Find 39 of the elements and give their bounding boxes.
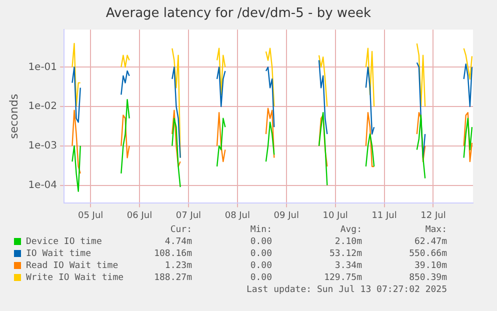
text: 3.34m (334, 260, 362, 272)
y-axis-title: seconds (7, 94, 20, 139)
text: Min: (250, 225, 272, 235)
x-tick-label: 09 Jul (274, 210, 299, 221)
y-tick-label: 1e-02 (28, 101, 58, 112)
y-tick-label: 1e-01 (28, 62, 58, 73)
y-tick-label: 1e-04 (28, 180, 58, 191)
text: 2.10m (334, 236, 362, 248)
x-tick-label: 11 Jul (372, 210, 397, 221)
x-tick-label: 08 Jul (224, 210, 250, 221)
text: Cur: (169, 224, 192, 236)
text: 1.23m (164, 261, 192, 271)
text: 0.00 (250, 261, 272, 271)
text: Max: (425, 225, 447, 235)
text: 62.47m (414, 237, 447, 247)
legend-label: IO Wait time (26, 248, 92, 260)
x-tick-label: 06 Jul (126, 210, 152, 221)
text: 0.00 (250, 273, 272, 283)
x-tick-label: 10 Jul (322, 210, 348, 221)
text: 0.00 (250, 237, 272, 247)
text: 4.74m (164, 236, 192, 248)
text: 39.10m (414, 261, 447, 271)
text: Last update: Sun Jul 13 07:27:02 2025 (246, 284, 447, 296)
text: 0.00 (250, 249, 272, 259)
legend-label: Write IO Wait time (26, 272, 124, 284)
text: 850.39m (409, 273, 447, 283)
legend-label: Device IO time (26, 236, 102, 248)
x-tick-label: 05 Jul (78, 210, 104, 221)
text: 550.66m (409, 249, 447, 259)
x-tick-label: 12 Jul (420, 210, 446, 221)
text: 129.75m (323, 272, 362, 284)
text: 53.12m (328, 248, 362, 260)
y-tick-label: 1e-03 (28, 140, 58, 152)
text: 188.27m (154, 273, 192, 283)
chart-title: Average latency for /dev/dm-5 - by week (106, 6, 372, 22)
text: Avg: (339, 224, 362, 236)
legend-label: Read IO Wait time (26, 260, 118, 272)
x-tick-label: 07 Jul (176, 210, 202, 221)
text: 108.16m (153, 248, 192, 260)
